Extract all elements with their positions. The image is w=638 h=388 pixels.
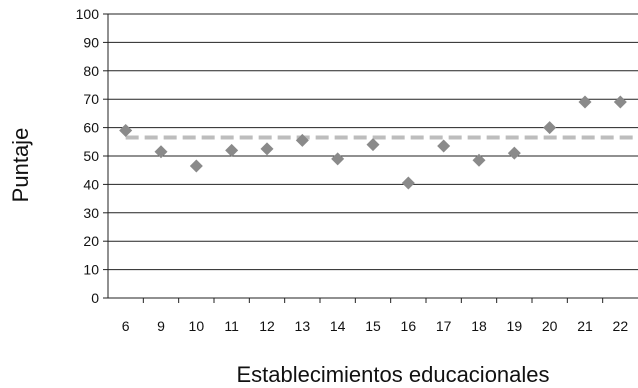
x-axis-title: Establecimientos educacionales xyxy=(236,362,549,387)
x-tick-label: 17 xyxy=(436,318,452,334)
x-tick-labels: 6 9 10 11 12 13 14 15 16 17 18 19 20 21 22 xyxy=(122,318,629,334)
x-tick-label: 16 xyxy=(401,318,417,334)
axes xyxy=(103,13,638,303)
x-tick-label: 13 xyxy=(295,318,311,334)
y-tick-label: 90 xyxy=(83,34,99,50)
data-point xyxy=(366,138,380,152)
y-tick-label: 100 xyxy=(76,6,100,22)
data-point xyxy=(295,133,309,147)
data-points xyxy=(119,95,627,190)
x-tick-label: 20 xyxy=(542,318,558,334)
y-axis-title: Puntaje xyxy=(8,128,33,203)
data-point xyxy=(507,146,521,160)
data-point xyxy=(119,123,133,137)
data-point xyxy=(613,95,627,109)
y-tick-label: 30 xyxy=(83,205,99,221)
data-point xyxy=(331,152,345,166)
x-tick-label: 11 xyxy=(224,318,239,334)
data-point xyxy=(437,139,451,153)
y-tick-label: 40 xyxy=(83,176,99,192)
data-point xyxy=(472,153,486,167)
x-tick-label: 9 xyxy=(157,318,165,334)
x-tick-label: 21 xyxy=(577,318,593,334)
data-point xyxy=(260,142,274,156)
data-point xyxy=(543,121,557,135)
y-tick-label: 0 xyxy=(91,290,99,306)
y-tick-label: 60 xyxy=(83,120,99,136)
y-tick-label: 70 xyxy=(83,91,99,107)
y-tick-labels: 0 10 20 30 40 50 60 70 80 90 100 xyxy=(76,6,100,306)
x-tick-label: 6 xyxy=(122,318,130,334)
data-point xyxy=(189,159,203,173)
y-tick-label: 10 xyxy=(83,262,99,278)
x-tick-label: 10 xyxy=(189,318,205,334)
y-tick-label: 50 xyxy=(83,148,99,164)
x-tick-label: 14 xyxy=(330,318,346,334)
x-tick-label: 18 xyxy=(471,318,487,334)
data-point xyxy=(401,176,415,190)
x-tick-label: 15 xyxy=(365,318,381,334)
y-tick-label: 80 xyxy=(83,63,99,79)
data-point xyxy=(578,95,592,109)
grid-lines xyxy=(108,13,638,271)
x-tick-label: 12 xyxy=(259,318,275,334)
y-tick-label: 20 xyxy=(83,233,99,249)
data-point xyxy=(154,145,168,159)
data-point xyxy=(225,143,239,157)
x-tick-label: 22 xyxy=(613,318,629,334)
x-tick-label: 19 xyxy=(507,318,523,334)
